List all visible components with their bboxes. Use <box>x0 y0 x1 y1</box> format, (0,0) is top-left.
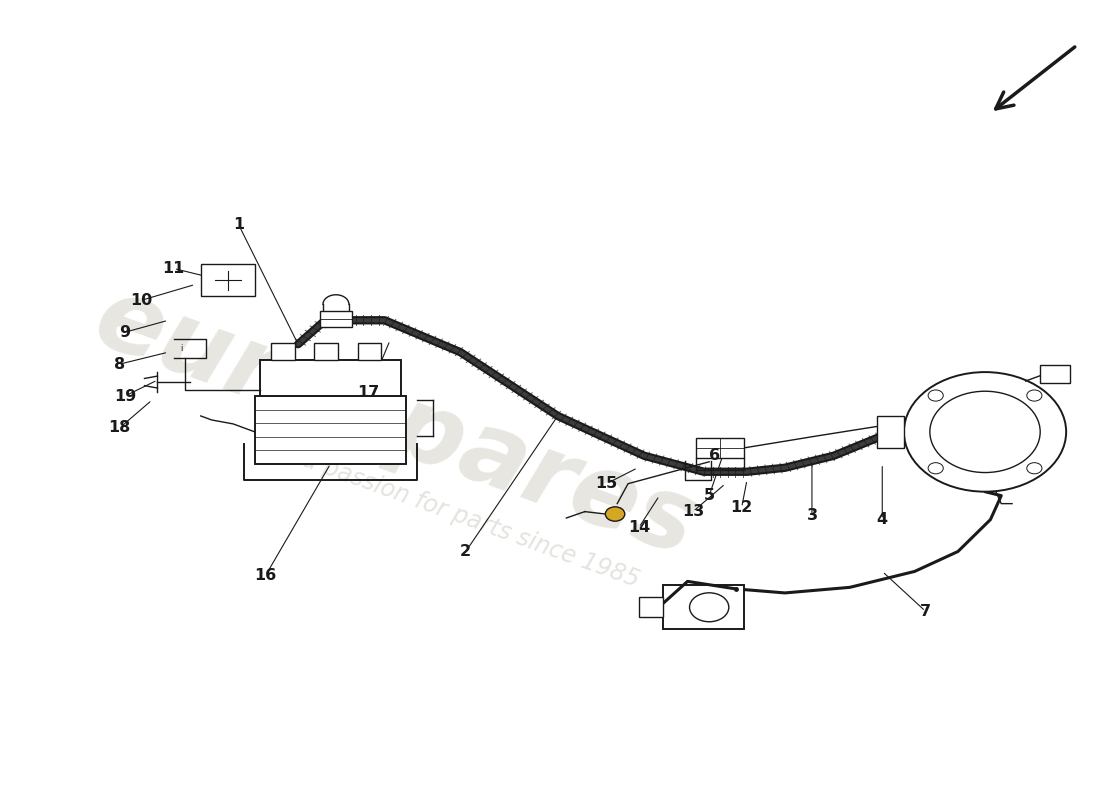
FancyBboxPatch shape <box>877 416 904 448</box>
FancyBboxPatch shape <box>271 342 295 360</box>
Text: 11: 11 <box>163 261 185 276</box>
FancyBboxPatch shape <box>200 265 255 296</box>
Text: 18: 18 <box>109 421 131 435</box>
Text: 5: 5 <box>704 488 715 503</box>
Text: 14: 14 <box>628 520 650 535</box>
Text: 7: 7 <box>920 604 931 618</box>
Text: 10: 10 <box>130 293 153 308</box>
FancyBboxPatch shape <box>315 342 338 360</box>
Circle shape <box>928 462 944 474</box>
Text: 6: 6 <box>710 448 720 463</box>
Text: 8: 8 <box>114 357 125 372</box>
Circle shape <box>690 593 729 622</box>
FancyBboxPatch shape <box>358 342 382 360</box>
Text: 2: 2 <box>460 544 471 559</box>
FancyBboxPatch shape <box>320 310 352 326</box>
Text: 4: 4 <box>877 512 888 527</box>
Text: i: i <box>180 344 183 353</box>
Text: 12: 12 <box>730 500 752 515</box>
Text: 9: 9 <box>120 325 131 340</box>
Text: 15: 15 <box>595 476 617 491</box>
Circle shape <box>605 507 625 521</box>
FancyBboxPatch shape <box>639 597 663 617</box>
Text: eurospares: eurospares <box>81 270 710 578</box>
FancyBboxPatch shape <box>663 586 745 630</box>
Text: 3: 3 <box>806 508 817 523</box>
Text: 13: 13 <box>682 504 704 519</box>
Circle shape <box>904 372 1066 492</box>
FancyBboxPatch shape <box>255 397 406 464</box>
FancyBboxPatch shape <box>1041 366 1070 383</box>
Circle shape <box>928 390 944 401</box>
Text: 17: 17 <box>358 385 379 399</box>
Text: 1: 1 <box>233 217 244 232</box>
Text: a passion for parts since 1985: a passion for parts since 1985 <box>299 447 644 592</box>
Circle shape <box>930 391 1041 473</box>
Circle shape <box>1026 390 1042 401</box>
Text: 16: 16 <box>254 568 277 583</box>
FancyBboxPatch shape <box>261 360 400 397</box>
Text: 19: 19 <box>114 389 136 403</box>
Circle shape <box>1026 462 1042 474</box>
FancyBboxPatch shape <box>695 438 745 458</box>
